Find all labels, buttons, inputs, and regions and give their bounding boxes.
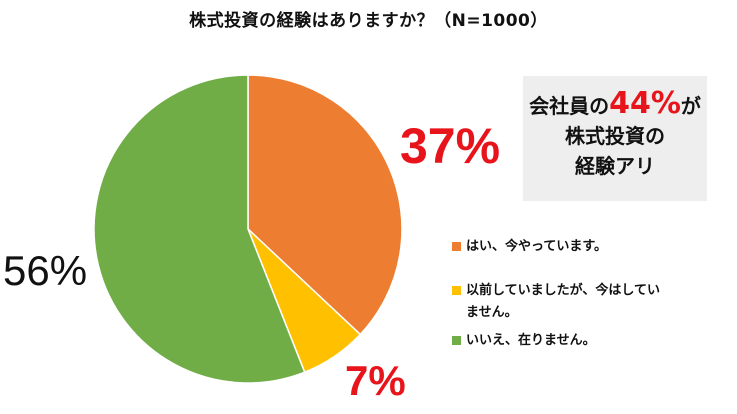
callout-box: 会社員の44%が 株式投資の 経験アリ <box>523 76 707 201</box>
legend-item-no: いいえ、在りません。 <box>452 330 732 352</box>
legend-swatch-formerly <box>452 286 461 295</box>
legend-label-no: いいえ、在りません。 <box>466 333 596 348</box>
pie-slice-yes <box>247 74 403 336</box>
callout-text-pre: 会社員の <box>529 94 610 118</box>
legend-item-yes: はい、今やっています。 <box>452 236 732 258</box>
slice-label-yes: 37% <box>400 118 501 174</box>
legend-label-formerly: 以前していましたが、今はしていません。 <box>466 283 660 320</box>
legend-swatch-yes <box>452 242 461 251</box>
callout-line-2: 株式投資の <box>565 124 665 148</box>
legend: はい、今やっています。 以前していましたが、今はしていません。 いいえ、在りませ… <box>452 236 732 352</box>
slice-label-formerly: 7% <box>345 357 406 404</box>
chart-title: 株式投資の経験はありますか？（N=1000） <box>189 11 548 31</box>
callout-line-3: 経験アリ <box>575 154 655 178</box>
slice-label-no: 56% <box>3 247 88 294</box>
callout-line-1: 会社員の44%が <box>523 89 707 121</box>
legend-label-yes: はい、今やっています。 <box>466 239 608 254</box>
legend-item-formerly: 以前していましたが、今はしていません。 <box>452 280 666 324</box>
pie-slice-no <box>93 74 306 384</box>
callout-text-post: が <box>680 94 701 118</box>
legend-swatch-no <box>452 336 461 345</box>
callout-highlight: 44% <box>609 86 681 121</box>
